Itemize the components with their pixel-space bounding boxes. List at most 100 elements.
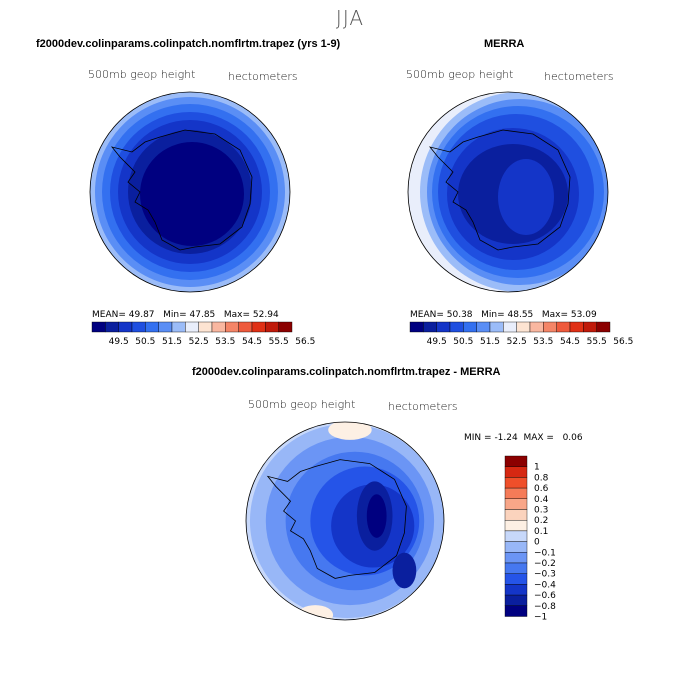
panel2-colorbar-box-9 (529, 321, 544, 333)
panel1-mean-label: MEAN= (92, 310, 126, 320)
panel2-anomaly-1 (498, 159, 554, 235)
panel3-colorbar-box-7 (504, 530, 528, 542)
panel1-field-label: 500mb geop height (88, 68, 196, 81)
panel3-field-label: 500mb geop height (248, 398, 356, 411)
panel2-colorbar-tick-2: 51.5 (480, 337, 500, 347)
panel2-colorbar-box-8 (516, 321, 531, 333)
panel2-colorbar-box-14 (596, 321, 611, 333)
panel2-colorbar-box-5 (476, 321, 491, 333)
panel1-colorbar-box-14 (278, 321, 293, 333)
panel1-colorbar-box-10 (225, 321, 239, 333)
panel2-colorbar-tick-5: 54.5 (560, 337, 580, 347)
panel3-colorbar-box-4 (504, 498, 528, 510)
panel3-max-value: 0.06 (562, 433, 583, 443)
panel3-colorbar-box-13 (504, 594, 528, 607)
panel1-mean-value: 49.87 (128, 310, 155, 320)
panel2-colorbar-box-3 (449, 321, 464, 333)
panel1-colorbar-tick-4: 53.5 (215, 337, 235, 347)
panel1-colorbar-box-2 (118, 321, 133, 333)
panel2-coastline (428, 129, 571, 251)
panel1-colorbar-box-4 (145, 321, 159, 333)
panel3-colorbar-tick-4: 0.3 (534, 506, 548, 516)
panel2-max-label: Max= (541, 310, 569, 320)
panel3-min-value: -1.24 (494, 433, 518, 443)
panel3-colorbar-box-5 (504, 509, 528, 521)
panel1-stats: MEAN= 49.87 Min= 47.85 Max= 52.94 (92, 310, 279, 320)
panel3-colorbar-box-6 (504, 519, 528, 532)
panel2-colorbar-box-7 (503, 321, 517, 333)
panel1-colorbar-tick-1: 50.5 (135, 337, 155, 347)
panel3-colorbar-tick-13: −0.8 (534, 602, 556, 612)
panel1-colorbar-box-12 (251, 321, 266, 333)
panel3-anomaly-3 (328, 422, 372, 440)
panel3-coastline (266, 459, 407, 579)
panel3-colorbar-box-8 (504, 541, 528, 553)
panel2-title: MERRA (484, 38, 525, 50)
panel1-colorbar-tick-0: 49.5 (109, 337, 129, 347)
panel1-coastline (110, 129, 253, 251)
panel2-field (408, 92, 608, 292)
panel1-colorbar-box-0 (91, 321, 106, 333)
panel3-anomaly-2 (392, 552, 417, 589)
panel2-map-border (407, 91, 609, 293)
panel2-colorbar-box-12 (569, 321, 584, 333)
panel3-colorbar-box-1 (504, 466, 528, 478)
panel2-colorbar-box-10 (543, 321, 557, 333)
panel1-colorbar-box-1 (105, 321, 119, 333)
panel3-field (246, 422, 444, 620)
panel1-colorbar-tick-5: 54.5 (242, 337, 262, 347)
panel1-colorbar-tick-7: 56.5 (295, 337, 315, 347)
panel1-min-value: 47.85 (189, 310, 216, 320)
panel3-colorbar-box-10 (504, 562, 528, 574)
panel3-colorbar-box-14 (504, 605, 528, 617)
panel3-colorbar-tick-9: −0.2 (534, 559, 556, 569)
panel1-max-label: Max= (223, 310, 251, 320)
panel2-min-value: 48.55 (507, 310, 534, 320)
panel3-max-label: MAX = (523, 433, 554, 443)
panel3-min-label: MIN = (464, 433, 492, 443)
panel2-stats: MEAN= 50.38 Min= 48.55 Max= 53.09 (410, 310, 597, 320)
panel1-colorbar-tick-6: 55.5 (269, 337, 289, 347)
panel3-colorbar-box-11 (504, 573, 528, 585)
panel3-colorbar-tick-3: 0.4 (534, 495, 549, 505)
panel1-map-border (89, 91, 291, 293)
panel3-colorbar-box-3 (504, 487, 528, 499)
panel1-colorbar-tick-3: 52.5 (189, 337, 209, 347)
panel1-colorbar-box-5 (158, 321, 173, 333)
panel1-units-label: hectometers (228, 70, 298, 83)
panel3-polar-map (245, 421, 445, 621)
panel2-colorbar-tick-7: 56.5 (613, 337, 633, 347)
panel3-colorbar: 10.80.60.40.30.20.10−0.1−0.2−0.3−0.4−0.6… (504, 455, 556, 623)
panel1-contour-band-6 (140, 142, 244, 246)
panel1-title: f2000dev.colinparams.colinpatch.nomflrtm… (36, 38, 341, 50)
panel3-colorbar-tick-10: −0.3 (534, 570, 556, 580)
panel3-title: f2000dev.colinparams.colinpatch.nomflrtm… (192, 366, 501, 378)
panel3-colorbar-box-9 (504, 552, 528, 564)
panel1-colorbar-box-11 (238, 321, 253, 333)
panel2-colorbar-box-11 (556, 321, 571, 333)
panel2-units-label: hectometers (544, 70, 614, 83)
panel3-stats: MIN = -1.24 MAX = 0.06 (464, 433, 583, 443)
panel1-max-value: 52.94 (252, 310, 279, 320)
panel3-anomaly-1 (366, 494, 387, 538)
panel2-field-label: 500mb geop height (406, 68, 514, 81)
panel2-colorbar-tick-4: 53.5 (533, 337, 553, 347)
panel2-polar-map (407, 91, 609, 293)
panel1-colorbar-tick-2: 51.5 (162, 337, 182, 347)
panel3-colorbar-tick-0: 1 (534, 463, 540, 473)
panel2-colorbar-box-6 (489, 321, 504, 333)
panel2-colorbar-box-2 (436, 321, 451, 333)
panel3-colorbar-tick-14: −1 (534, 613, 547, 623)
panel3-colorbar-box-12 (504, 584, 528, 596)
panel1-colorbar-box-7 (185, 321, 199, 333)
panel3-units-label: hectometers (388, 400, 458, 413)
panel3-colorbar-tick-7: 0 (534, 538, 540, 548)
panel2-colorbar: 49.5 50.5 51.5 52.5 53.5 54.5 55.5 56.5 (409, 321, 633, 347)
panel2-min-label: Min= (481, 310, 505, 320)
panel3-colorbar-box-2 (504, 477, 528, 489)
panel1-colorbar: 49.5 50.5 51.5 52.5 53.5 54.5 55.5 56.5 (91, 321, 315, 347)
panel2-colorbar-tick-6: 55.5 (587, 337, 607, 347)
panel2-mean-value: 50.38 (446, 310, 473, 320)
panel3-colorbar-tick-8: −0.1 (534, 548, 556, 558)
panel1-field (90, 92, 290, 292)
